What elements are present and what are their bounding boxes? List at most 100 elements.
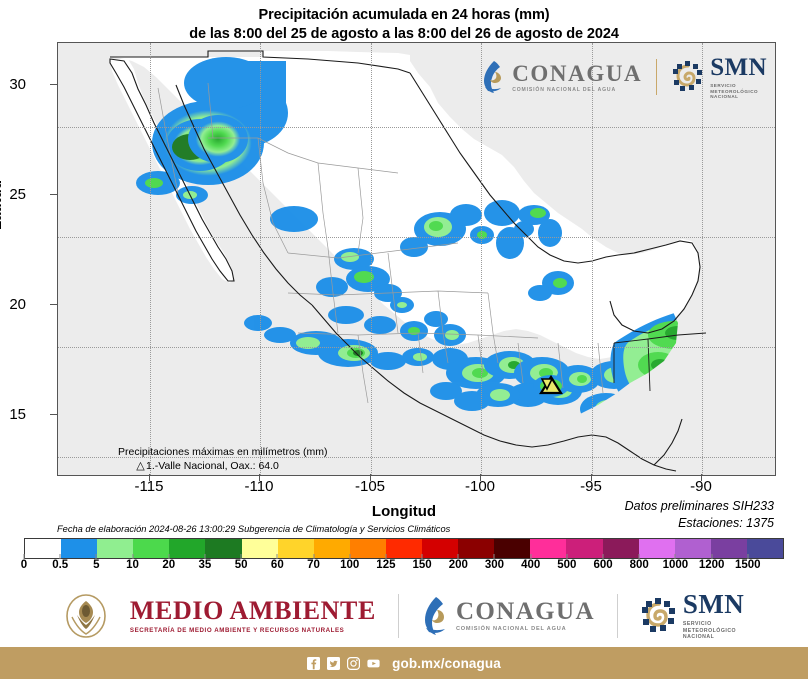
colorbar-band-50 xyxy=(241,539,278,558)
map-plot-area[interactable]: CONAGUA COMISIÓN NACIONAL DEL AGUA xyxy=(57,42,776,476)
logo-divider xyxy=(656,59,658,96)
colorbar-tick-300: 300 xyxy=(484,559,505,571)
colorbar-band-300 xyxy=(494,539,531,558)
colorbar-tickline-200 xyxy=(457,554,459,559)
ytickmark-30 xyxy=(50,84,57,85)
max-legend-station-2: ◇2.-Santo Domingo PC, Chis.: 51.0 xyxy=(118,474,327,475)
colorbar-tickline-1000 xyxy=(674,554,676,559)
colorbar-band-500 xyxy=(566,539,603,558)
preliminary-data-note: Datos preliminares SIH233 xyxy=(624,499,774,513)
elaboration-note: Fecha de elaboración 2024-08-26 13:00:29… xyxy=(57,524,451,534)
colorbar-tickline-1200 xyxy=(711,554,713,559)
colorbar-band-5 xyxy=(97,539,134,558)
ytick-30: 30 xyxy=(9,76,26,93)
colorbar-band-35 xyxy=(205,539,242,558)
twitter-icon[interactable] xyxy=(327,656,341,670)
xtickmark--115 xyxy=(149,474,150,481)
colorbar-band-1200 xyxy=(710,539,747,558)
footer-logo-bar: MEDIO AMBIENTE SECRETARÍA DE MEDIO AMBIE… xyxy=(0,585,808,647)
station-1-label: 1.-Valle Nacional, Oax.: 64.0 xyxy=(146,460,279,473)
smn-spiral-icon xyxy=(671,60,705,94)
footer-divider-1 xyxy=(397,594,399,638)
colorbar-band-0 xyxy=(25,539,62,558)
conagua-wordmark: CONAGUA xyxy=(512,60,643,86)
colorbar-tickline-100 xyxy=(349,554,351,559)
colorbar-tick-150: 150 xyxy=(412,559,432,571)
conagua-logo: CONAGUA COMISIÓN NACIONAL DEL AGUA xyxy=(481,60,642,94)
colorbar-tickline-70 xyxy=(313,554,315,559)
gridline-lat-15 xyxy=(58,457,775,458)
colorbar-tickline-400 xyxy=(530,554,532,559)
ytickmark-15 xyxy=(50,414,57,415)
data-source-notes: Datos preliminares SIH233 Estaciones: 13… xyxy=(625,498,774,532)
gob-url-label[interactable]: gob.mx/conagua xyxy=(392,655,501,671)
colorbar-tick-800: 800 xyxy=(629,559,649,571)
xtick--95: -95 xyxy=(580,478,602,495)
gridline-lon--115 xyxy=(150,43,151,475)
colorbar-band-400 xyxy=(530,539,567,558)
colorbar-tickline-60 xyxy=(276,554,278,559)
instagram-icon[interactable] xyxy=(347,656,361,670)
colorbar-tickline-150 xyxy=(421,554,423,559)
colorbar-band-60 xyxy=(277,539,314,558)
footer-conagua-tagline: COMISIÓN NACIONAL DEL AGUA xyxy=(455,626,567,633)
stations-count-note: Estaciones: 1375 xyxy=(678,516,774,530)
smn-logo: SMN SERVICIO METEOROLÓGICO NACIONAL xyxy=(671,55,767,100)
colorbar-tick-50: 50 xyxy=(234,559,248,571)
colorbar-tickline-1500 xyxy=(747,554,749,559)
xtickmark--90 xyxy=(701,474,702,481)
ytick-20: 20 xyxy=(9,296,26,313)
colorbar-tick-5: 5 xyxy=(93,559,100,571)
conagua-tagline: COMISIÓN NACIONAL DEL AGUA xyxy=(512,86,616,93)
xtick--115: -115 xyxy=(134,478,164,495)
colorbar-band-200 xyxy=(458,539,495,558)
footer-conagua-logo: CONAGUA COMISIÓN NACIONAL DEL AGUA xyxy=(421,596,595,636)
xtick--105: -105 xyxy=(354,478,386,495)
colorbar-tickline-35 xyxy=(204,554,206,559)
colorbar-tickline-500 xyxy=(566,554,568,559)
colorbar-band-600 xyxy=(602,539,639,558)
colorbar-tick-1000: 1000 xyxy=(662,559,689,571)
footer-conagua-wave-icon xyxy=(421,596,451,636)
max-precipitation-legend: Precipitaciones máximas en milímetros (m… xyxy=(118,446,327,475)
diamond-icon: ◇ xyxy=(135,474,146,475)
youtube-icon[interactable] xyxy=(367,657,380,670)
ytickmark-20 xyxy=(50,304,57,305)
national-and-coastline xyxy=(109,50,707,472)
gob-social-bar: gob.mx/conagua xyxy=(0,647,808,679)
xtick--110: -110 xyxy=(244,478,274,495)
x-axis-label: Longitud xyxy=(371,503,437,520)
title-line-2: de las 8:00 del 25 de agosto a las 8:00 … xyxy=(189,26,619,42)
colorbar-band-800 xyxy=(638,539,675,558)
ytickmark-25 xyxy=(50,194,57,195)
colorbar-tick-200: 200 xyxy=(448,559,468,571)
colorbar-tickline-10 xyxy=(132,554,134,559)
xtickmark--95 xyxy=(591,474,592,481)
colorbar-tick-10: 10 xyxy=(126,559,139,571)
colorbar-band-1500 xyxy=(746,539,783,558)
colorbar-tick-70: 70 xyxy=(307,559,320,571)
colorbar-band-0.5 xyxy=(61,539,98,558)
colorbar-tick-125: 125 xyxy=(376,559,396,571)
gridline-lat-20 xyxy=(58,347,775,348)
facebook-icon[interactable] xyxy=(307,656,321,670)
colorbar-tickline-20 xyxy=(168,554,170,559)
page-title: Precipitación acumulada en 24 horas (mm)… xyxy=(0,6,808,44)
xtick--100: -100 xyxy=(464,478,496,495)
colorbar-tick-labels: 0 0.5 5 10 20 35 50 60 70 100 125 150 200 300 400 500 60… xyxy=(20,554,784,576)
xtickmark--110 xyxy=(259,474,260,481)
footer-smn-logo: SMN SERVICIO METEOROLÓGICO NACIONAL xyxy=(640,591,744,640)
y-axis-label: Latitud xyxy=(0,180,5,230)
footer-divider-2 xyxy=(616,594,618,638)
station-markers xyxy=(539,374,563,395)
conagua-wave-icon xyxy=(481,60,507,94)
colorbar-band-150 xyxy=(422,539,459,558)
colorbar-tick-500: 500 xyxy=(557,559,577,571)
gridline-lon--110 xyxy=(260,43,261,475)
precipitation-colorbar: 0 0.5 5 10 20 35 50 60 70 100 125 150 200 300 400 500 60… xyxy=(20,538,784,576)
colorbar-tick-400: 400 xyxy=(521,559,541,571)
colorbar-tick-0: 0 xyxy=(20,559,28,571)
gridline-lat-25 xyxy=(58,237,775,238)
colorbar-tickline-125 xyxy=(385,554,387,559)
mexico-precipitation-map xyxy=(58,43,775,475)
